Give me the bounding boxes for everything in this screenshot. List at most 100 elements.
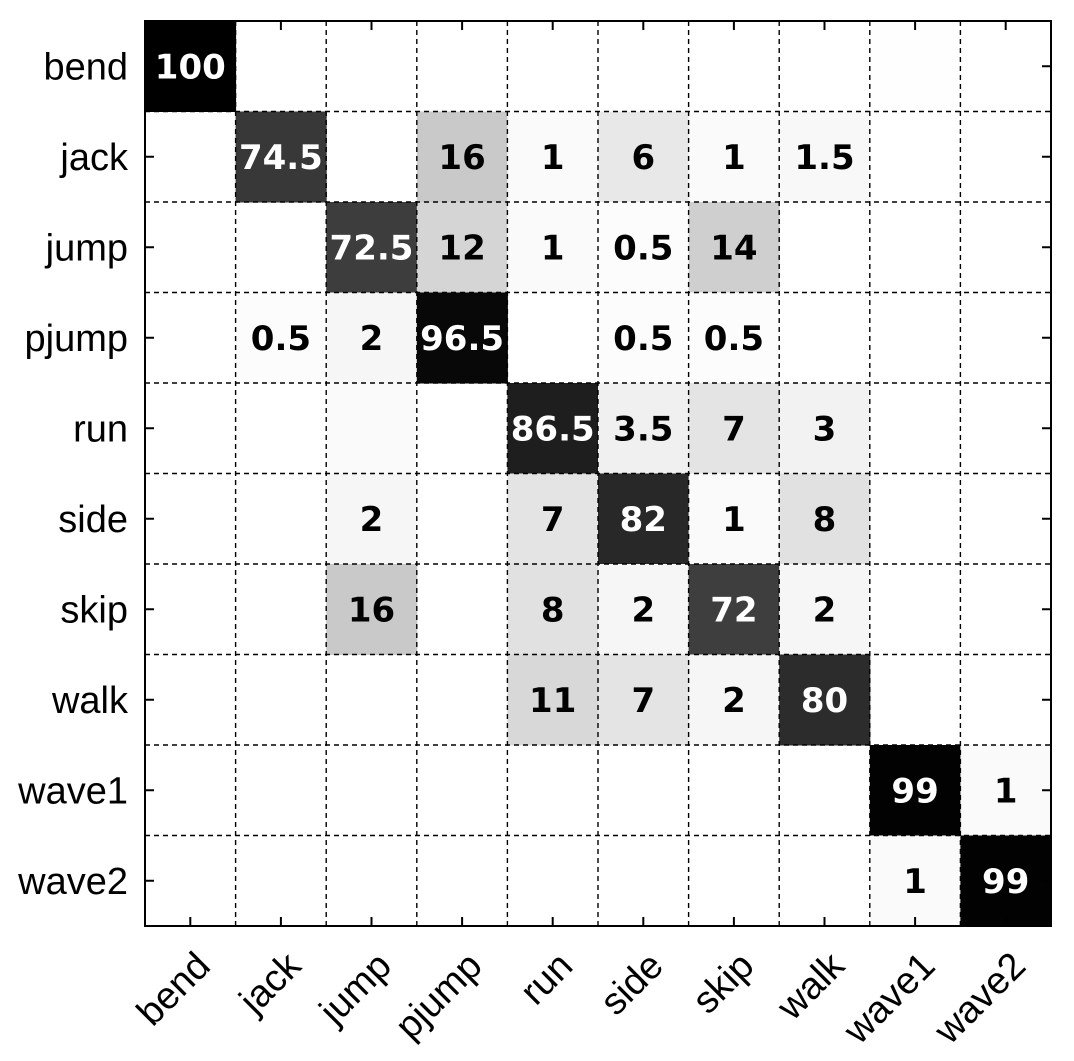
cell-label-side-side: 82 xyxy=(620,500,667,540)
cell-bend-wave1 xyxy=(869,21,961,112)
cell-jump-skip xyxy=(688,202,780,293)
cell-pjump-skip xyxy=(688,292,780,384)
row-label-jack: jack xyxy=(59,137,129,179)
cell-label-side-walk: 8 xyxy=(813,500,837,540)
cell-jack-walk xyxy=(779,111,871,203)
axis-ticks xyxy=(145,21,1051,926)
cell-label-skip-skip: 72 xyxy=(710,590,757,630)
cell-run-walk xyxy=(779,383,871,474)
column-label-jump: jump xyxy=(311,945,400,1034)
cell-side-run xyxy=(507,473,599,565)
cell-label-side-run: 7 xyxy=(541,500,565,540)
cell-skip-skip xyxy=(688,564,780,655)
cell-label-walk-skip: 2 xyxy=(722,681,746,721)
cell-run-skip xyxy=(688,383,780,474)
cell-side-jump xyxy=(326,473,418,565)
cell-label-side-jump: 2 xyxy=(360,500,384,540)
cell-jump-pjump xyxy=(416,202,508,293)
cell-label-jack-skip: 1 xyxy=(722,138,746,178)
row-label-pjump: pjump xyxy=(25,318,129,360)
cell-label-jack-pjump: 16 xyxy=(438,138,485,178)
cell-wave1-wave1 xyxy=(869,745,961,836)
cell-label-pjump-skip: 0.5 xyxy=(704,319,764,359)
cell-label-pjump-jack: 0.5 xyxy=(251,319,311,359)
cell-label-bend-bend: 100 xyxy=(155,47,226,87)
row-label-skip: skip xyxy=(60,589,128,631)
cell-side-walk xyxy=(779,473,871,565)
cell-label-jack-walk: 1.5 xyxy=(794,138,854,178)
cell-label-skip-run: 8 xyxy=(541,590,565,630)
cell-label-pjump-jump: 2 xyxy=(360,319,384,359)
column-label-pjump: pjump xyxy=(388,945,491,1048)
cell-label-skip-walk: 2 xyxy=(813,590,837,630)
cell-skip-walk xyxy=(779,564,871,655)
column-label-bend: bend xyxy=(129,945,218,1034)
cell-wave2-wave1 xyxy=(869,835,961,927)
cell-jump-jump xyxy=(326,202,418,293)
cell-label-run-skip: 7 xyxy=(722,409,746,449)
cell-run-jump xyxy=(326,383,418,474)
cell-skip-side xyxy=(598,564,690,655)
row-label-side: side xyxy=(58,499,128,541)
cell-pjump-pjump xyxy=(416,292,508,384)
cell-label-jump-side: 0.5 xyxy=(613,228,673,268)
cell-wave2-wave2 xyxy=(960,835,1052,927)
cell-pjump-side xyxy=(598,292,690,384)
column-label-walk: walk xyxy=(769,944,854,1029)
cell-pjump-jack xyxy=(235,292,327,384)
cell-jack-jack xyxy=(235,111,327,203)
cell-skip-run xyxy=(507,564,599,655)
cell-skip-jump xyxy=(326,564,418,655)
cell-label-run-walk: 3 xyxy=(813,409,837,449)
cell-wave1-wave2 xyxy=(960,745,1052,836)
plot-frame xyxy=(144,20,1052,927)
cell-run-side xyxy=(598,383,690,474)
cell-label-jack-run: 1 xyxy=(541,138,565,178)
cell-side-side xyxy=(598,473,690,565)
column-label-wave1: wave1 xyxy=(835,945,943,1053)
cell-jack-side xyxy=(598,111,690,203)
cell-label-jack-jack: 74.5 xyxy=(239,138,323,178)
cell-label-walk-walk: 80 xyxy=(801,681,848,721)
cell-label-jump-pjump: 12 xyxy=(438,228,485,268)
cell-jack-skip xyxy=(688,111,780,203)
cell-label-jump-jump: 72.5 xyxy=(330,228,414,268)
row-label-walk: walk xyxy=(51,680,129,722)
cell-pjump-jump xyxy=(326,292,418,384)
heatmap-cells xyxy=(145,21,1052,927)
cell-jump-run xyxy=(507,202,599,293)
cell-label-wave2-wave1: 1 xyxy=(903,862,927,902)
cell-label-jack-side: 6 xyxy=(631,138,655,178)
column-label-skip: skip xyxy=(685,945,762,1022)
cell-label-jump-run: 1 xyxy=(541,228,565,268)
cell-label-run-side: 3.5 xyxy=(613,409,673,449)
cell-label-skip-jump: 16 xyxy=(348,590,395,630)
cell-jump-side xyxy=(598,202,690,293)
row-labels: bend jack jump pjump run side skip walk wave1 wav… xyxy=(17,46,129,903)
cell-label-walk-side: 7 xyxy=(631,681,655,721)
cell-walk-walk xyxy=(779,654,871,746)
cell-jack-run xyxy=(507,111,599,203)
cell-label-side-skip: 1 xyxy=(722,500,746,540)
column-label-wave2: wave2 xyxy=(926,945,1034,1053)
row-label-wave2: wave2 xyxy=(17,861,128,903)
column-label-jack: jack xyxy=(231,944,310,1023)
grid-lines xyxy=(145,21,1051,926)
cell-bend-bend xyxy=(145,21,237,112)
row-label-jump: jump xyxy=(45,227,128,269)
column-label-side: side xyxy=(593,945,672,1024)
cell-label-wave1-wave1: 99 xyxy=(891,771,938,811)
row-label-wave1: wave1 xyxy=(17,770,128,812)
cell-label-skip-side: 2 xyxy=(631,590,655,630)
cell-label-wave2-wave2: 99 xyxy=(982,862,1029,902)
cell-walk-run xyxy=(507,654,599,746)
cell-label-walk-run: 11 xyxy=(529,681,576,721)
cell-label-jump-skip: 14 xyxy=(710,228,757,268)
cell-jack-pjump xyxy=(416,111,508,203)
cell-label-pjump-side: 0.5 xyxy=(613,319,673,359)
cell-run-run xyxy=(507,383,599,474)
cell-walk-side xyxy=(598,654,690,746)
